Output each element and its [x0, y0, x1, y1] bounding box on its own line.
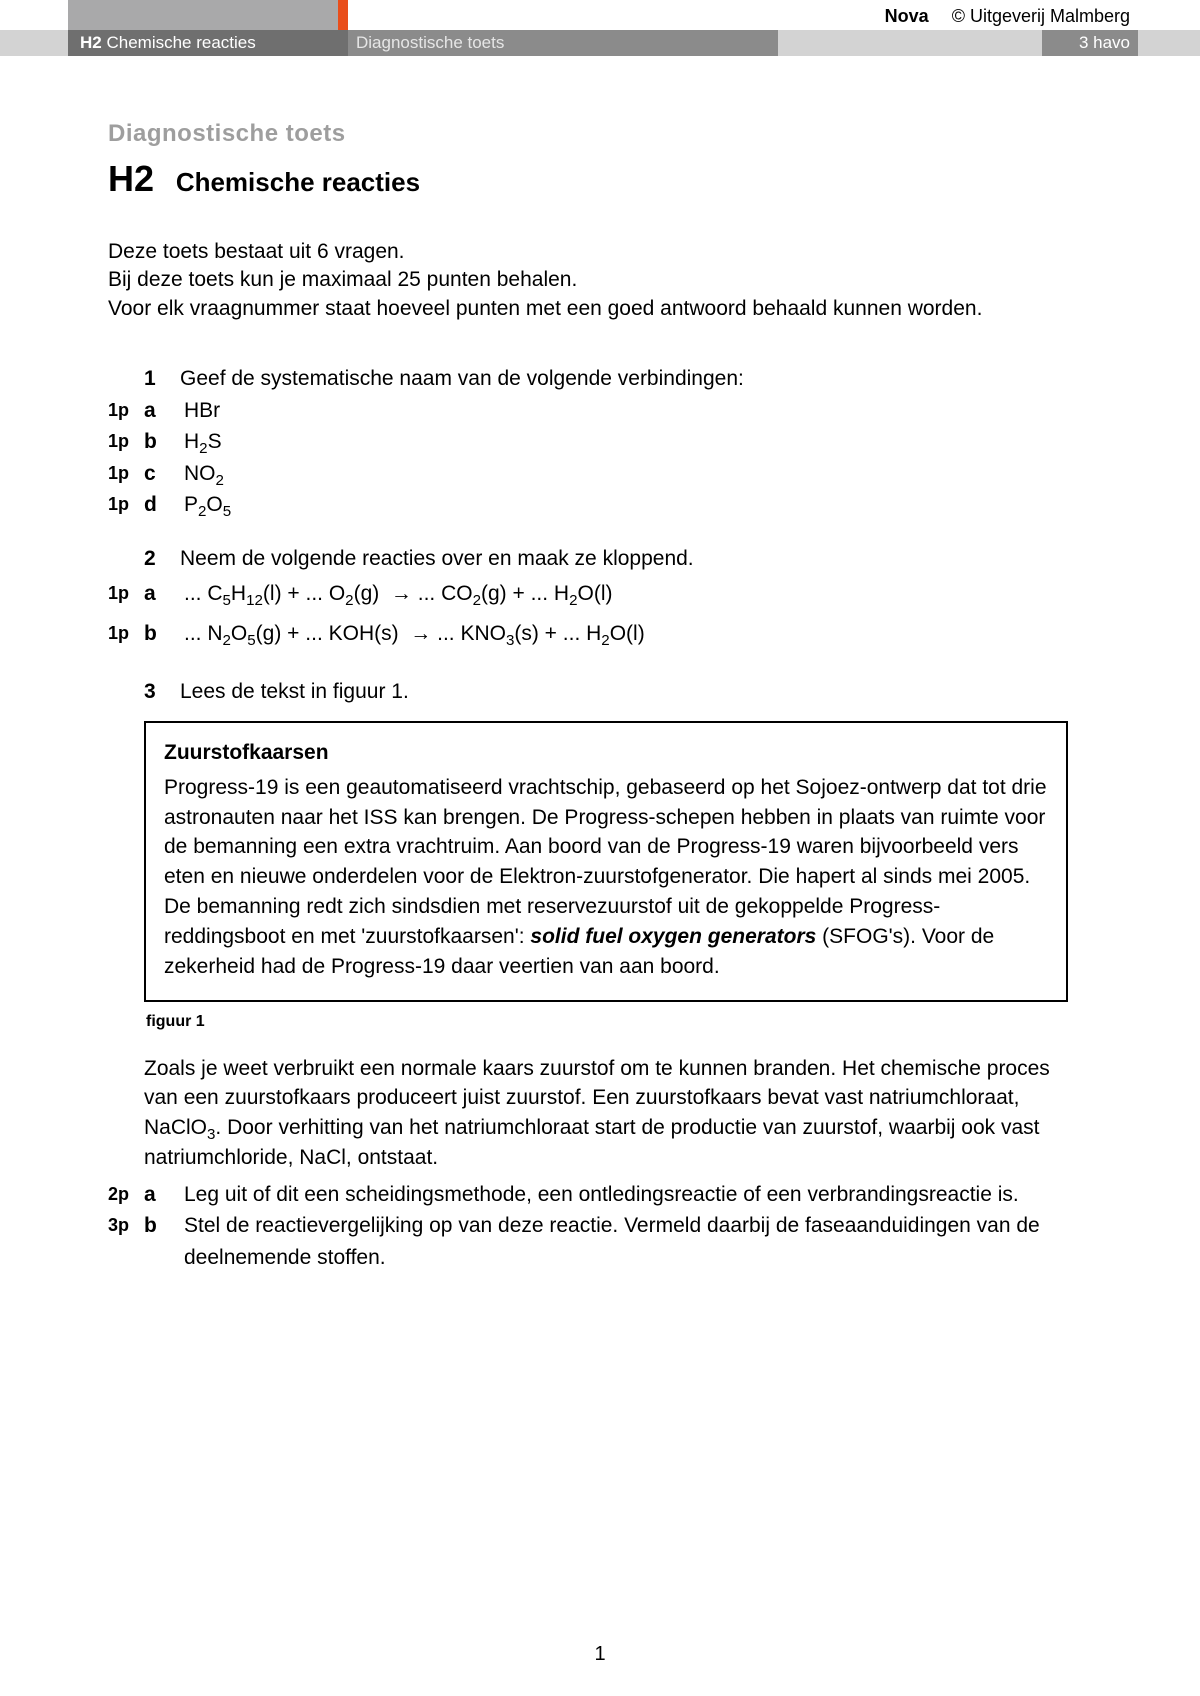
- q2b-letter: b: [144, 614, 184, 654]
- header-brand: Nova © Uitgeverij Malmberg: [885, 6, 1130, 27]
- q1a-letter: a: [144, 395, 184, 427]
- figure-1-title: Zuurstofkaarsen: [164, 737, 1048, 769]
- q3b-points: 3p: [108, 1210, 144, 1273]
- q3a-text: Leg uit of dit een scheidingsmethode, ee…: [184, 1179, 1068, 1211]
- intro-line3: Voor elk vraagnummer staat hoeveel punte…: [108, 297, 982, 320]
- question-1: 1 Geef de systematische naam van de volg…: [108, 363, 1068, 521]
- q2-stem: Neem de volgende reacties over en maak z…: [180, 543, 1068, 575]
- question-3: 3 Lees de tekst in figuur 1. Zuurstofkaa…: [108, 676, 1068, 1273]
- intro-line1: Deze toets bestaat uit 6 vragen.: [108, 240, 405, 263]
- q1c-letter: c: [144, 458, 184, 490]
- q1a-points: 1p: [108, 395, 144, 427]
- overline: Diagnostische toets: [108, 120, 1068, 148]
- content: Diagnostische toets H2 Chemische reactie…: [108, 120, 1068, 1273]
- figure-1-box: Zuurstofkaarsen Progress-19 is een geaut…: [144, 721, 1068, 1001]
- figure-1-body: Progress-19 is een geautomatiseerd vrach…: [164, 773, 1048, 982]
- header-section-left: H2 Chemische reacties: [68, 30, 348, 56]
- q1b-text: H2S: [184, 426, 1068, 458]
- q1a-text: HBr: [184, 395, 1068, 427]
- header-top-grey-block: [68, 0, 338, 30]
- q2-number: 2: [144, 543, 180, 575]
- q1b-points: 1p: [108, 426, 144, 458]
- q1d-letter: d: [144, 489, 184, 521]
- intro-line2: Bij deze toets kun je maximaal 25 punten…: [108, 268, 577, 291]
- q2a-text: ... C5H12(l) + ... O2(g) → ... CO2(g) + …: [184, 574, 1068, 614]
- q2a-letter: a: [144, 574, 184, 614]
- page: Nova © Uitgeverij Malmberg H2 Chemische …: [0, 0, 1200, 1696]
- q3a-points: 2p: [108, 1179, 144, 1211]
- q3b-letter: b: [144, 1210, 184, 1273]
- brand-publisher: © Uitgeverij Malmberg: [952, 6, 1130, 26]
- question-2: 2 Neem de volgende reacties over en maak…: [108, 543, 1068, 654]
- q1c-text: NO2: [184, 458, 1068, 490]
- q2b-points: 1p: [108, 614, 144, 654]
- q1-stem: Geef de systematische naam van de volgen…: [180, 363, 1068, 395]
- q3-paragraph: Zoals je weet verbruikt een normale kaar…: [144, 1054, 1068, 1173]
- title-text: Chemische reacties: [176, 167, 420, 197]
- header-chapter-title: Chemische reacties: [106, 33, 255, 52]
- q2b-text: ... N2O5(g) + ... KOH(s) → ... KNO3(s) +…: [184, 614, 1068, 654]
- q3-number: 3: [144, 676, 180, 708]
- q1d-text: P2O5: [184, 489, 1068, 521]
- q2a-points: 1p: [108, 574, 144, 614]
- q1b-letter: b: [144, 426, 184, 458]
- q3b-text: Stel de reactievergelijking op van deze …: [184, 1210, 1068, 1273]
- q3-stem: Lees de tekst in figuur 1.: [180, 676, 1068, 708]
- brand-nova: Nova: [885, 6, 929, 26]
- header-top-orange-accent: [338, 0, 348, 30]
- page-number: 1: [0, 1643, 1200, 1666]
- q1c-points: 1p: [108, 458, 144, 490]
- q3a-letter: a: [144, 1179, 184, 1211]
- title-code: H2: [108, 158, 154, 199]
- header-chapter-code: H2: [80, 33, 102, 52]
- intro-paragraph: Deze toets bestaat uit 6 vragen. Bij dez…: [108, 238, 1068, 323]
- header-section-mid: Diagnostische toets: [348, 30, 778, 56]
- figure-1-label: figuur 1: [146, 1010, 1068, 1034]
- header-section-right: 3 havo: [1079, 30, 1130, 56]
- q1-number: 1: [144, 363, 180, 395]
- q1d-points: 1p: [108, 489, 144, 521]
- page-title: H2 Chemische reacties: [108, 158, 1068, 200]
